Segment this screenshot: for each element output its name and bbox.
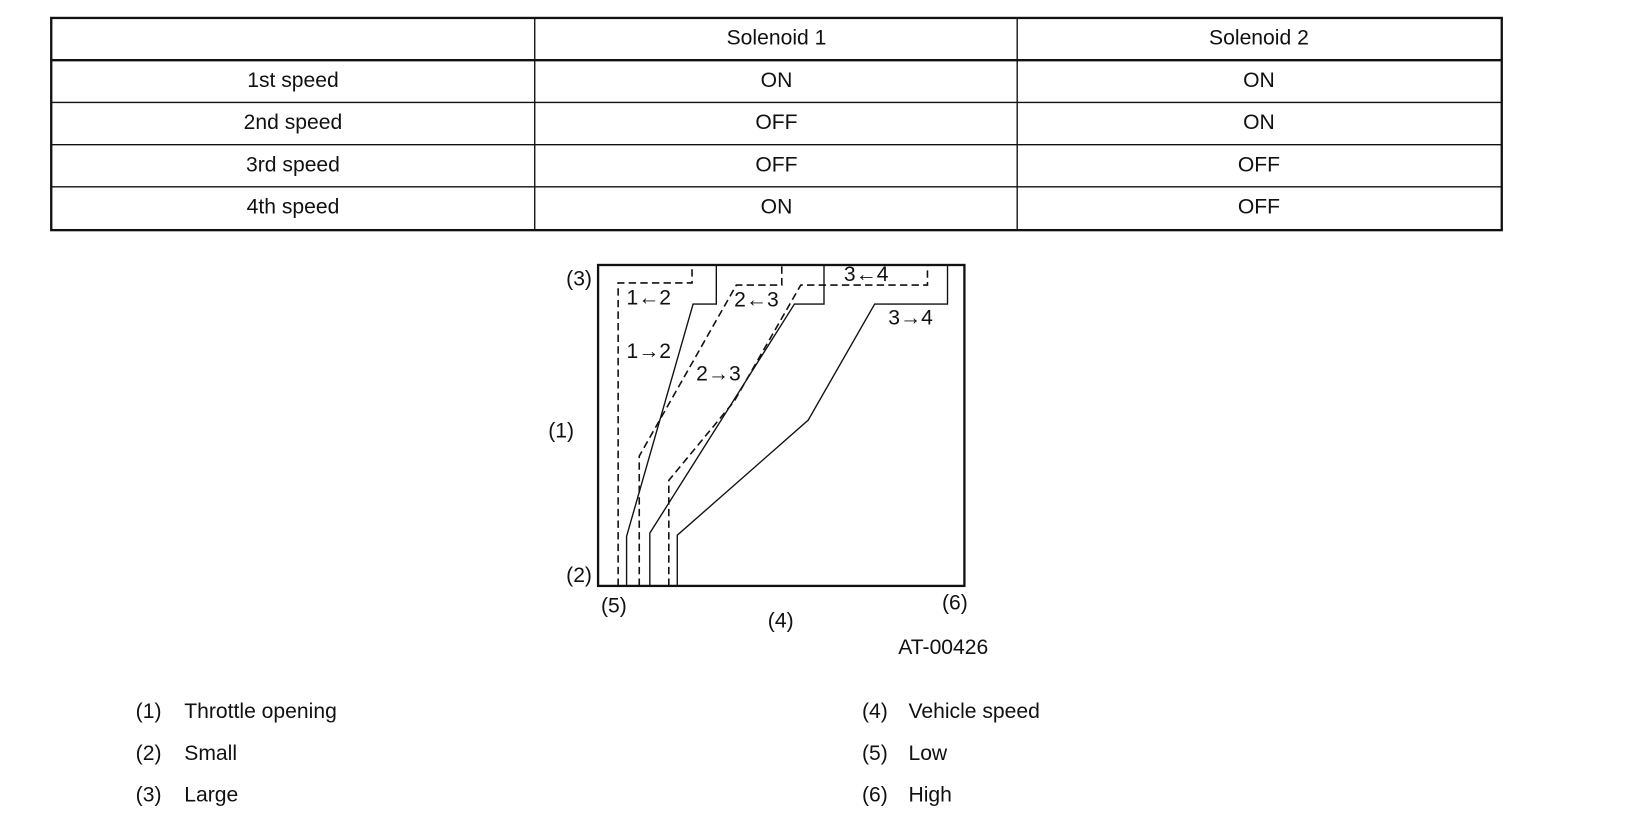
legend-text: Vehicle speed: [908, 700, 1039, 723]
legend-number: (4): [862, 700, 888, 723]
figure-code: AT-00426: [898, 636, 988, 659]
table-cell: OFF: [1238, 153, 1280, 176]
row-header: 1st speed: [247, 69, 339, 92]
axis-label: (6): [942, 591, 968, 614]
table: Solenoid 1 Solenoid 2 1st speed ON ON 2nd spe…: [50, 16, 1503, 232]
column-header: Solenoid 2: [1209, 27, 1309, 50]
table-cell: OFF: [755, 111, 797, 134]
table-cell: OFF: [1238, 196, 1280, 219]
table-cell: ON: [1243, 111, 1275, 134]
upshift-line: [676, 264, 949, 586]
curve-label: 3→4: [888, 306, 933, 329]
legend-number: (1): [136, 700, 162, 723]
axis-label: (2): [566, 564, 592, 587]
curve-label: 3←4: [844, 263, 889, 286]
axis-label: (1): [548, 419, 574, 442]
upshift-line: [625, 264, 718, 586]
axis-label: (4): [768, 609, 794, 632]
axis-label: (3): [566, 267, 592, 290]
legend-text: High: [908, 784, 951, 807]
downshift-line: [617, 264, 693, 586]
table-border: [50, 16, 1503, 232]
upshift-line: [649, 264, 825, 586]
legend-number: (2): [136, 742, 162, 765]
downshift-line: [668, 264, 929, 586]
legend-text: Small: [184, 742, 237, 765]
legend: (1) Throttle opening (2) Small (3) Large (4) Ve…: [136, 700, 1040, 806]
legend-number: (6): [862, 784, 888, 807]
axis-label: (5): [601, 595, 627, 618]
downshift-line: [638, 264, 783, 586]
curve-label: 1→2: [626, 340, 671, 363]
curve-label: 1←2: [626, 286, 671, 309]
legend-text: Throttle opening: [184, 700, 337, 723]
table-cell: OFF: [755, 153, 797, 176]
legend-number: (3): [136, 784, 162, 807]
curve-label: 2→3: [696, 362, 741, 385]
legend-text: Large: [184, 784, 238, 807]
legend-number: (5): [862, 742, 888, 765]
row-header: 4th speed: [247, 196, 340, 219]
shift-diagram: (3) (1) (2) (5) (4) (6) 1←2 1→2 2←3 2→3 …: [548, 263, 988, 659]
column-header: Solenoid 1: [727, 27, 827, 50]
table-cell: ON: [761, 196, 793, 219]
curve-label: 2←3: [734, 288, 779, 311]
row-header: 2nd speed: [244, 111, 343, 134]
diagram-frame: [596, 263, 966, 588]
legend-text: Low: [908, 742, 947, 765]
table-cell: ON: [761, 69, 793, 92]
row-header: 3rd speed: [246, 153, 340, 176]
table-cell: ON: [1243, 69, 1275, 92]
